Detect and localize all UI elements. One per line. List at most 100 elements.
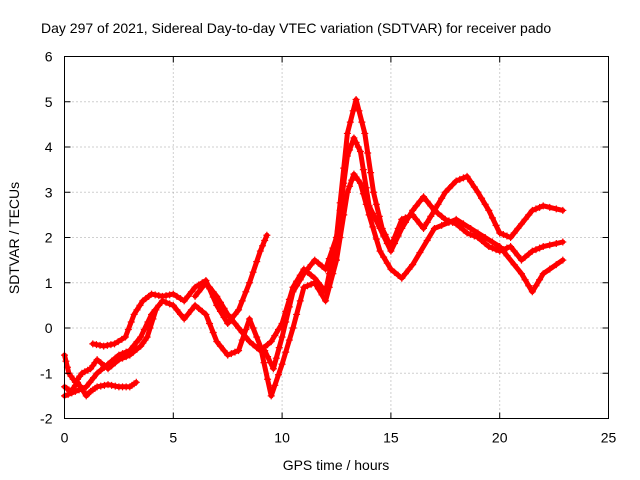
data-point-marker (166, 291, 174, 299)
data-point-marker (130, 310, 138, 318)
data-point-marker (133, 306, 141, 314)
data-point-marker (546, 241, 554, 249)
data-point-marker (260, 344, 268, 352)
data-point-marker (430, 224, 438, 232)
data-point-marker (467, 230, 475, 238)
data-point-marker (416, 249, 424, 257)
data-point-marker (350, 134, 358, 142)
series-band (192, 97, 566, 354)
data-point-marker (187, 288, 195, 296)
y-tick-label: -1 (40, 365, 53, 381)
data-point-marker (224, 310, 232, 318)
data-point-marker (459, 174, 467, 182)
data-point-marker (191, 301, 199, 309)
data-point-marker (423, 237, 431, 245)
data-point-marker (478, 237, 486, 245)
data-point-marker (267, 338, 275, 346)
data-point-marker (322, 297, 330, 305)
y-tick-label: -2 (40, 411, 53, 427)
data-point-marker (412, 202, 420, 210)
data-point-marker (510, 247, 518, 255)
data-point-marker (343, 129, 351, 137)
data-point-marker (187, 306, 195, 314)
data-point-marker (375, 212, 383, 220)
data-point-marker (528, 288, 536, 296)
data-point-marker (249, 341, 257, 349)
data-point-marker (227, 315, 235, 323)
data-point-marker (372, 200, 380, 208)
data-point-marker (507, 234, 515, 241)
data-point-marker (387, 265, 395, 273)
data-point-marker (463, 172, 471, 180)
tick-layer: 0 5 10 15 20 25 -2 -1 0 1 2 3 4 5 6 (40, 49, 616, 446)
data-point-marker (289, 283, 297, 291)
data-point-marker (318, 283, 326, 291)
data-point-marker (104, 360, 112, 368)
data-point-marker (369, 223, 377, 231)
data-point-marker (307, 261, 315, 269)
data-point-marker (356, 148, 364, 156)
data-point-marker (63, 363, 71, 371)
data-point-marker (231, 348, 239, 356)
x-tick-label: 25 (601, 430, 617, 446)
data-point-marker (380, 253, 388, 261)
data-point-marker (111, 354, 119, 362)
data-point-marker (348, 140, 356, 148)
data-point-marker (510, 261, 518, 269)
data-point-marker (224, 319, 232, 327)
data-point-marker (559, 256, 567, 264)
data-point-marker (525, 282, 533, 290)
data-point-marker (481, 234, 489, 241)
data-point-marker (528, 206, 536, 214)
data-point-marker (300, 283, 308, 291)
series-band (62, 307, 159, 385)
y-tick-label: 1 (45, 275, 53, 291)
data-point-marker (278, 319, 286, 327)
data-point-marker (155, 301, 163, 309)
data-point-marker (362, 184, 370, 192)
data-point-marker (162, 292, 170, 300)
data-point-marker (238, 329, 246, 337)
data-point-marker (470, 183, 478, 191)
data-point-marker (499, 246, 507, 254)
y-tick-label: 6 (45, 49, 53, 65)
data-point-marker (162, 298, 170, 306)
data-point-marker (242, 333, 250, 341)
data-point-marker (356, 179, 364, 187)
data-point-marker (532, 282, 540, 290)
series-track-3 (89, 231, 271, 350)
data-point-marker (336, 199, 344, 207)
x-tick-label: 20 (492, 430, 508, 446)
data-point-marker (296, 271, 304, 279)
data-point-marker (180, 315, 188, 323)
data-point-marker (121, 333, 129, 341)
data-point-marker (259, 242, 267, 250)
data-point-marker (274, 326, 282, 334)
x-axis-label: GPS time / hours (283, 457, 390, 473)
data-point-marker (220, 304, 228, 312)
data-point-marker (195, 304, 203, 312)
data-point-marker (496, 229, 504, 237)
data-point-marker (173, 306, 181, 314)
data-point-marker (213, 292, 221, 300)
data-point-marker (216, 307, 224, 315)
data-point-marker (394, 224, 402, 232)
data-point-marker (206, 283, 214, 291)
data-point-marker (420, 224, 428, 232)
data-point-marker (474, 188, 482, 196)
data-point-marker (438, 194, 446, 202)
data-point-marker (242, 326, 250, 334)
data-point-marker (93, 356, 101, 364)
data-point-marker (359, 166, 367, 174)
data-point-marker (209, 329, 217, 337)
data-point-marker (275, 344, 283, 352)
data-point-marker (238, 336, 246, 344)
y-tick-label: 2 (45, 230, 53, 246)
data-point-marker (449, 218, 457, 226)
data-point-marker (521, 253, 529, 261)
data-point-marker (115, 351, 123, 359)
data-point-marker (264, 353, 272, 361)
data-point-marker (300, 265, 308, 273)
data-point-marker (318, 262, 326, 270)
